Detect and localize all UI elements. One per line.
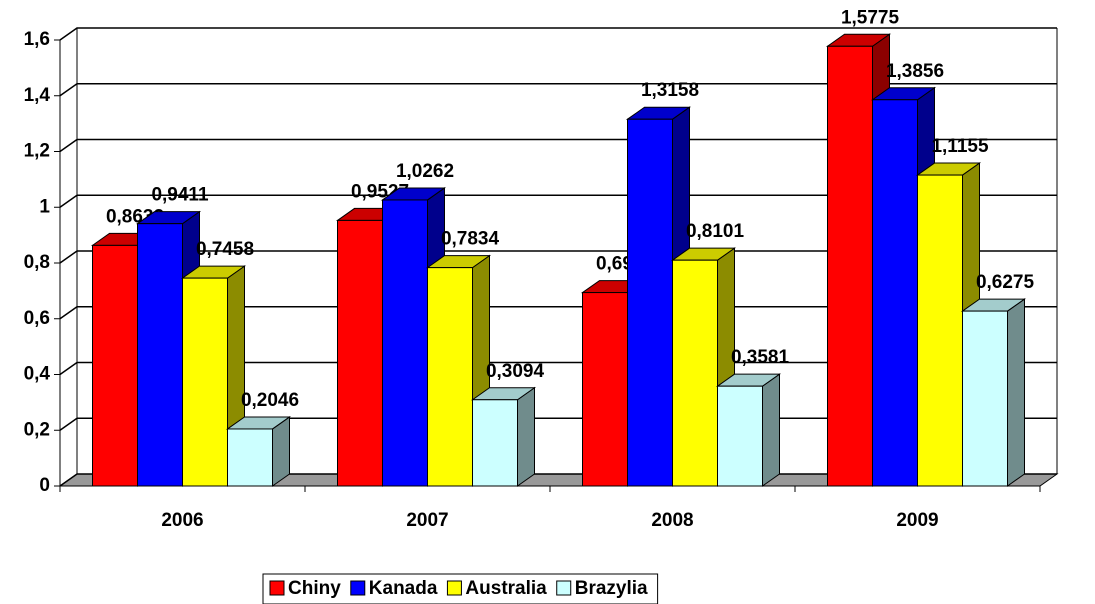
bar-front (382, 199, 428, 487)
bar-side (1007, 298, 1025, 487)
legend-swatch (350, 580, 366, 596)
bar (960, 298, 1027, 487)
bar-front (472, 399, 518, 487)
bar-front (137, 223, 183, 487)
bar-side (517, 386, 535, 487)
bar-front (962, 310, 1008, 487)
bar-front (872, 99, 918, 487)
bar-front (92, 244, 138, 487)
y-tick-label: 0,8 (24, 252, 50, 273)
data-label: 1,3856 (886, 61, 944, 82)
data-label: 0,7458 (196, 239, 254, 260)
bar-front (427, 267, 473, 487)
data-label: 1,5775 (841, 7, 900, 28)
bar-front (627, 118, 673, 487)
bar-front (582, 292, 628, 487)
y-tick-label: 1,4 (24, 85, 51, 106)
data-label: 0,3094 (486, 361, 545, 382)
data-label: 0,6275 (976, 272, 1035, 293)
x-tick-label: 2008 (651, 510, 693, 531)
bar-front (227, 428, 273, 487)
bar (425, 254, 492, 487)
x-tick-label: 2007 (406, 510, 448, 531)
data-label: 0,7834 (441, 229, 500, 250)
bar-front (337, 219, 383, 487)
y-tick-label: 0,6 (24, 308, 50, 329)
bar-front (672, 259, 718, 487)
x-tick-label: 2009 (896, 510, 938, 531)
grid-line (59, 138, 1057, 153)
bar-side (762, 373, 780, 487)
y-tick-label: 1 (39, 196, 50, 217)
bar-front (917, 174, 963, 487)
bar-front (717, 385, 763, 487)
grid-line (59, 27, 1057, 41)
bar (225, 416, 292, 487)
legend-label: Australia (465, 578, 547, 599)
grid-line (59, 83, 1057, 97)
data-label: 1,3158 (641, 80, 699, 101)
data-label: 0,2046 (241, 390, 299, 411)
y-tick-label: 0,2 (24, 419, 50, 440)
data-label: 1,1155 (931, 136, 988, 157)
y-tick-label: 0,4 (24, 364, 51, 385)
legend-swatch (556, 580, 572, 596)
legend-label: Chiny (288, 578, 341, 599)
legend: Chiny Kanada Australia Brazylia (262, 573, 659, 604)
grid-line (59, 194, 1057, 208)
legend-label: Kanada (369, 578, 438, 599)
data-label: 0,9411 (151, 185, 208, 206)
legend-swatch (446, 580, 462, 596)
bar (470, 386, 537, 487)
bar-front (182, 277, 228, 487)
bar (715, 373, 782, 487)
y-tick-label: 1,6 (24, 29, 50, 50)
bar (915, 162, 982, 487)
y-tick-label: 0 (39, 475, 50, 496)
legend-swatch (269, 580, 285, 596)
x-tick-label: 2006 (161, 510, 203, 531)
data-label: 1,0262 (396, 161, 454, 182)
legend-label: Brazylia (575, 578, 648, 599)
data-label: 0,8101 (686, 221, 745, 242)
bar-front (827, 45, 873, 487)
y-tick-label: 1,2 (24, 141, 50, 162)
data-label: 0,3581 (731, 347, 790, 368)
